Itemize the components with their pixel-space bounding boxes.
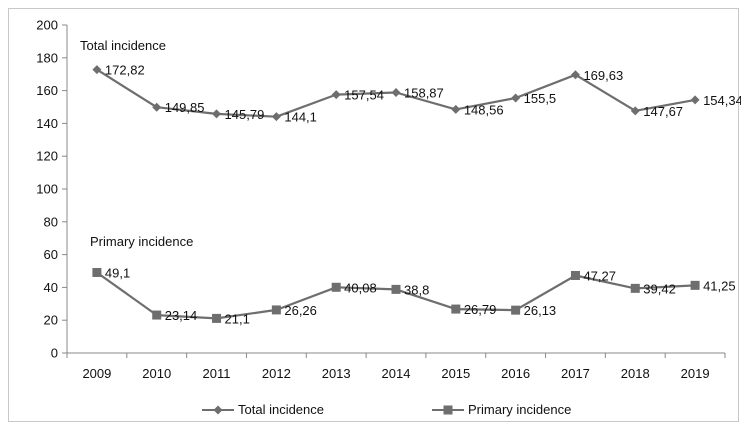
total-incidence-point: [630, 106, 640, 116]
total-incidence-point: [690, 95, 700, 105]
y-tick-label: 120: [36, 149, 58, 164]
primary-incidence-point: [212, 313, 222, 323]
total-incidence-data-label: 147,67: [643, 104, 683, 119]
total-incidence-data-label: 144,1: [284, 110, 317, 125]
total-incidence-data-label: 169,63: [583, 68, 623, 83]
total-incidence-point: [451, 104, 461, 114]
y-tick-label: 180: [36, 50, 58, 65]
y-tick-label: 200: [36, 18, 58, 33]
legend-square-marker: [443, 405, 453, 415]
y-tick-label: 40: [44, 280, 58, 295]
x-tick-label: 2019: [681, 366, 710, 381]
primary-incidence-point: [271, 305, 281, 315]
primary-incidence-point: [511, 305, 521, 315]
y-tick-label: 80: [44, 214, 58, 229]
y-tick-label: 20: [44, 313, 58, 328]
primary-incidence-data-label: 41,25: [703, 278, 736, 293]
legend: Total incidence Primary incidence: [202, 402, 571, 417]
x-tick-label: 2012: [262, 366, 291, 381]
primary-incidence-data-label: 26,13: [524, 303, 557, 318]
primary-incidence-data-label: 21,1: [225, 311, 250, 326]
x-tick-label: 2018: [621, 366, 650, 381]
x-axis: 2009 2010 2011 2012 2013 2014 2015 2016 2017 2018…: [66, 352, 726, 381]
legend-item-primary: Primary incidence: [432, 402, 571, 417]
primary-incidence-point: [630, 283, 640, 293]
y-tick-label: 100: [36, 182, 58, 197]
x-tick-label: 2009: [82, 366, 111, 381]
total-incidence-data-label: 154,34: [703, 93, 741, 108]
total-incidence-point: [331, 90, 341, 100]
primary-incidence-point: [451, 304, 461, 314]
primary-incidence-data-label: 40,08: [344, 280, 377, 295]
data-labels: 172,82 149,85 145,79 144,1 157,54 158,87 148,5…: [105, 63, 741, 327]
primary-incidence-data-label: 26,26: [284, 303, 317, 318]
legend-diamond-marker: [213, 405, 223, 415]
series-markers: [92, 65, 700, 323]
primary-incidence-point: [152, 310, 162, 320]
y-tick-label: 60: [44, 247, 58, 262]
legend-label-primary: Primary incidence: [468, 402, 571, 417]
total-incidence-point: [391, 87, 401, 97]
total-incidence-data-label: 172,82: [105, 63, 145, 78]
x-tick-label: 2014: [382, 366, 411, 381]
primary-incidence-point: [690, 280, 700, 290]
primary-incidence-annotation: Primary incidence: [90, 234, 193, 249]
y-axis: 0 20 40 60 80 100 120 140 160 180 200: [36, 18, 68, 361]
total-incidence-data-label: 158,87: [404, 85, 444, 100]
primary-incidence-data-label: 49,1: [105, 265, 130, 280]
primary-incidence-data-label: 47,27: [583, 268, 616, 283]
total-incidence-point: [271, 112, 281, 122]
total-incidence-point: [511, 93, 521, 103]
total-incidence-data-label: 149,85: [165, 100, 205, 115]
total-incidence-data-label: 148,56: [464, 102, 504, 117]
y-tick-label: 140: [36, 116, 58, 131]
primary-incidence-point: [391, 284, 401, 294]
total-incidence-point: [152, 102, 162, 112]
total-incidence-data-label: 145,79: [225, 107, 265, 122]
primary-incidence-data-label: 38,8: [404, 282, 429, 297]
primary-incidence-data-label: 39,42: [643, 281, 676, 296]
total-incidence-point: [92, 65, 102, 75]
x-tick-label: 2011: [203, 366, 231, 381]
x-tick-label: 2017: [561, 366, 590, 381]
x-tick-label: 2010: [142, 366, 171, 381]
primary-incidence-point: [331, 282, 341, 292]
y-tick-label: 0: [51, 346, 58, 361]
primary-incidence-point: [92, 267, 102, 277]
x-tick-label: 2016: [501, 366, 530, 381]
total-incidence-point: [212, 109, 222, 119]
legend-item-total: Total incidence: [202, 402, 324, 417]
total-incidence-data-label: 155,5: [524, 91, 557, 106]
legend-label-total: Total incidence: [238, 402, 324, 417]
primary-incidence-point: [570, 270, 580, 280]
total-incidence-point: [570, 70, 580, 80]
primary-incidence-data-label: 26,79: [464, 302, 497, 317]
total-incidence-data-label: 157,54: [344, 88, 384, 103]
y-tick-label: 160: [36, 83, 58, 98]
primary-incidence-data-label: 23,14: [165, 308, 198, 323]
chart-frame: [8, 8, 739, 422]
total-incidence-annotation: Total incidence: [80, 38, 166, 53]
x-tick-label: 2015: [441, 366, 470, 381]
x-tick-label: 2013: [322, 366, 351, 381]
